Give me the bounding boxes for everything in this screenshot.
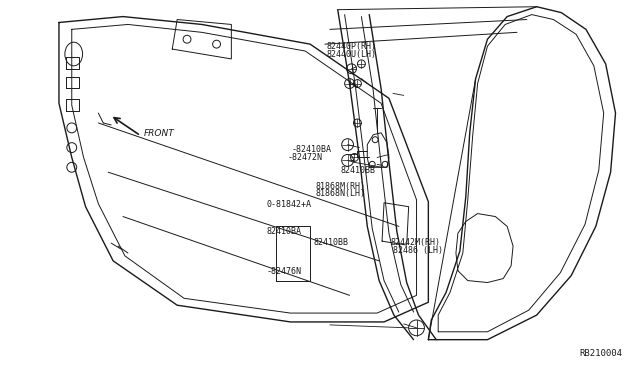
Text: 82410BB: 82410BB (341, 166, 376, 175)
Text: 0-81842+A: 0-81842+A (266, 200, 312, 209)
Text: -82472N: -82472N (287, 153, 322, 162)
Text: 82440U(LH): 82440U(LH) (326, 50, 376, 59)
Text: 81868N(LH): 81868N(LH) (316, 189, 365, 198)
Text: 82486 (LH): 82486 (LH) (392, 246, 442, 255)
Text: -82410BA: -82410BA (292, 145, 332, 154)
Text: FRONT: FRONT (143, 129, 175, 138)
Text: -82476N: -82476N (266, 266, 301, 276)
Text: 82440P(RH): 82440P(RH) (326, 42, 376, 51)
Text: 82410BA: 82410BA (266, 227, 301, 236)
Text: 81868M(RH): 81868M(RH) (316, 182, 365, 190)
Text: 82410BB: 82410BB (314, 238, 349, 247)
Text: 82442M(RH): 82442M(RH) (390, 238, 440, 247)
Text: RB210004: RB210004 (580, 349, 623, 358)
